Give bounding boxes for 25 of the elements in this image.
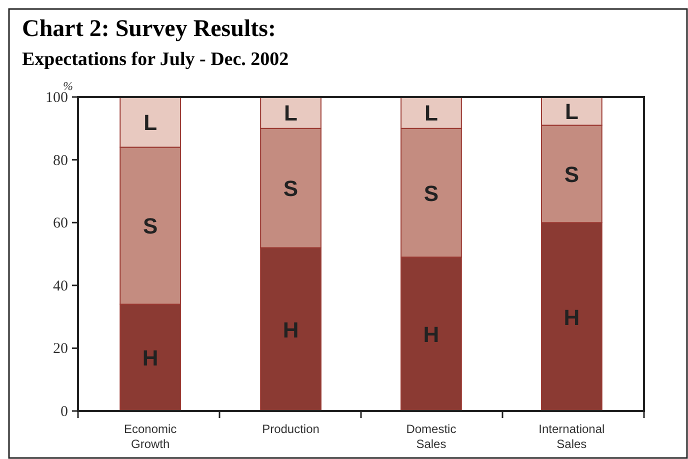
text: S — [564, 162, 580, 187]
text: L — [284, 100, 298, 126]
text: L — [424, 100, 438, 126]
series-label: S — [142, 214, 158, 239]
text: H — [423, 322, 440, 348]
y-tick-label: 60 — [53, 216, 68, 232]
y-tick-label: 40 — [53, 278, 68, 294]
series-label: H — [142, 346, 158, 371]
text: H — [282, 317, 299, 342]
x-tick-label: International Sales — [538, 422, 605, 451]
y-tick-label: 0 — [60, 404, 68, 420]
text: L — [144, 110, 158, 136]
x-tick-label: Economic Growth — [124, 422, 177, 451]
text: S — [424, 180, 439, 206]
y-tick-label: 20 — [53, 341, 68, 358]
y-tick-label: 100 — [46, 90, 68, 106]
y-axis-title: % — [63, 79, 73, 93]
chart-title: Chart 2: Survey Results: — [22, 16, 276, 42]
x-tick-label: Production — [262, 422, 320, 436]
y-tick-label: 80 — [53, 152, 68, 169]
text: H — [564, 304, 580, 330]
chart-subtitle: Expectations for July - Dec. 2002 — [22, 49, 289, 70]
text: S — [283, 176, 298, 202]
series-label: L — [564, 99, 578, 124]
x-tick-label: Domestic Sales — [406, 422, 456, 451]
